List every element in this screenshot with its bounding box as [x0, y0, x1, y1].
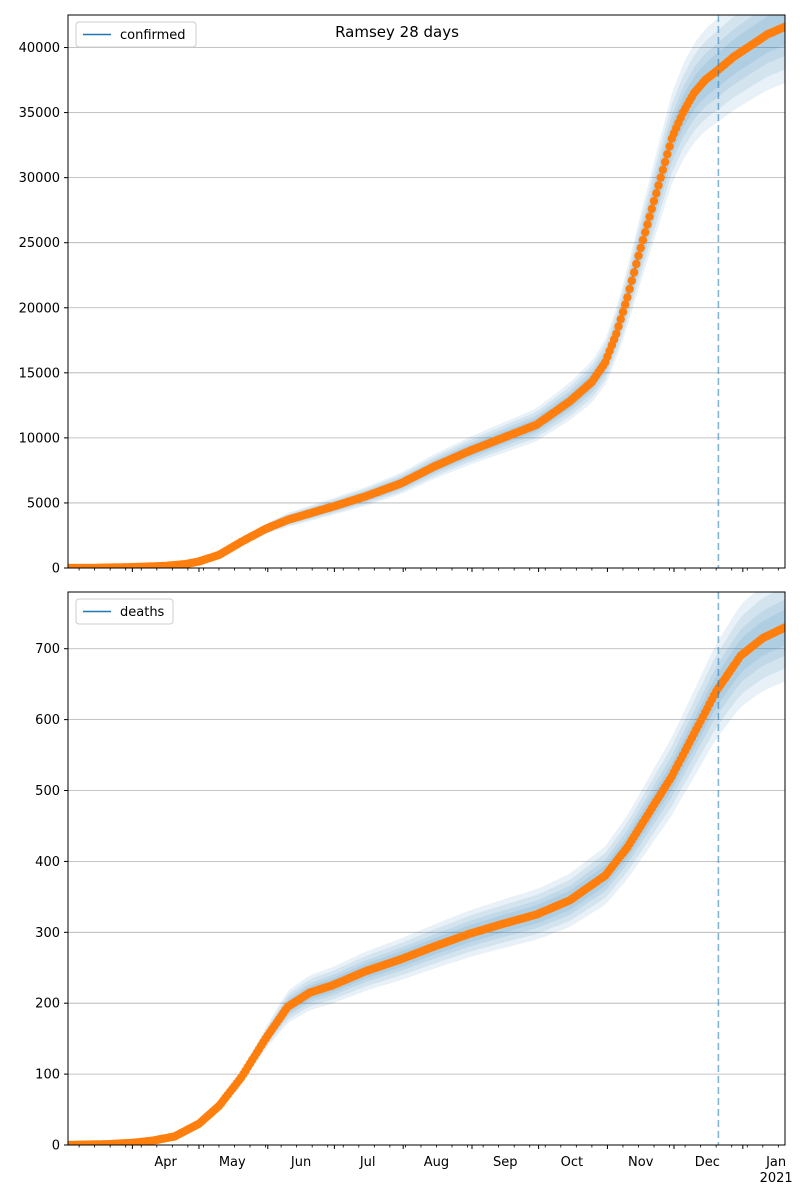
- data-point: [641, 228, 650, 237]
- data-point: [616, 315, 625, 324]
- data-point: [638, 235, 648, 245]
- data-point: [612, 329, 621, 338]
- data-point: [665, 142, 674, 151]
- data-point: [780, 623, 785, 632]
- y-axis: 0 5000 10000 15000 20000 25000 30000 35000 40000: [19, 41, 68, 577]
- x-tick-year-label: 2021: [760, 1171, 793, 1186]
- data-point: [780, 22, 785, 31]
- y-tick-label: 700: [35, 642, 60, 657]
- data-point: [645, 212, 654, 221]
- y-tick-label: 600: [35, 713, 60, 728]
- x-axis: [78, 568, 779, 572]
- y-tick-label: 200: [35, 997, 60, 1012]
- x-tick-label: May: [219, 1155, 246, 1170]
- y-tick-label: 30000: [19, 171, 60, 186]
- y-tick-label: 0: [52, 1139, 60, 1154]
- data-point: [643, 220, 652, 229]
- y-tick-label: 400: [35, 855, 60, 870]
- data-point: [647, 204, 656, 214]
- data-point: [623, 293, 632, 302]
- x-tick-label: Apr: [154, 1155, 177, 1170]
- observed-points: [68, 623, 785, 1145]
- x-tick-label: Jul: [359, 1155, 376, 1170]
- data-point: [618, 307, 628, 317]
- y-tick-label: 10000: [19, 431, 60, 446]
- data-point: [634, 251, 643, 260]
- y-tick-label: 20000: [19, 301, 60, 316]
- confirmed-panel: 0 5000 10000 15000 20000 25000 30000 35000 40000…: [19, 14, 786, 577]
- data-point: [654, 181, 663, 190]
- observed-points: [68, 22, 785, 568]
- legend-box: [75, 598, 174, 625]
- data-point: [658, 165, 668, 174]
- x-tick-label: Jun: [290, 1155, 311, 1170]
- legend-label: deaths: [120, 605, 165, 620]
- y-tick-label: 100: [35, 1068, 60, 1083]
- data-point: [614, 322, 623, 331]
- x-tick-label: Aug: [424, 1155, 449, 1170]
- data-point: [636, 243, 645, 253]
- axes-frame: [67, 591, 786, 1146]
- legend: confirmed: [75, 21, 197, 48]
- legend-box: [75, 21, 197, 48]
- y-axis: 0 100 200 300 400 500 600 700: [35, 642, 68, 1154]
- y-tick-label: 25000: [19, 236, 60, 251]
- data-point: [632, 259, 641, 269]
- data-point: [629, 268, 639, 277]
- y-tick-label: 500: [35, 784, 60, 799]
- x-tick-label: Nov: [628, 1155, 654, 1170]
- y-tick-label: 5000: [27, 496, 60, 511]
- deaths-panel: 0 100 200 300 400 500 600 700 Apr May Jun Jul Aug Sep…: [35, 591, 793, 1186]
- y-tick-label: 300: [35, 926, 60, 941]
- x-tick-label: Sep: [493, 1155, 518, 1170]
- x-tick-label: Jan: [765, 1155, 786, 1170]
- legend: deaths: [75, 598, 174, 625]
- data-point: [652, 189, 661, 198]
- data-point: [649, 196, 659, 206]
- x-tick-label: Oct: [561, 1155, 583, 1170]
- data-point: [656, 173, 665, 182]
- data-point: [625, 284, 634, 294]
- x-tick-label: Dec: [695, 1155, 720, 1170]
- y-tick-label: 0: [52, 562, 60, 577]
- data-point: [663, 150, 672, 159]
- axes-frame: [67, 14, 786, 569]
- y-tick-label: 35000: [19, 106, 60, 121]
- legend-label: confirmed: [120, 28, 186, 43]
- data-point: [621, 300, 630, 309]
- data-point: [660, 157, 670, 167]
- y-tick-label: 15000: [19, 366, 60, 381]
- data-point: [627, 276, 636, 285]
- y-tick-label: 40000: [19, 41, 60, 56]
- figure-title: Ramsey 28 days: [335, 23, 459, 41]
